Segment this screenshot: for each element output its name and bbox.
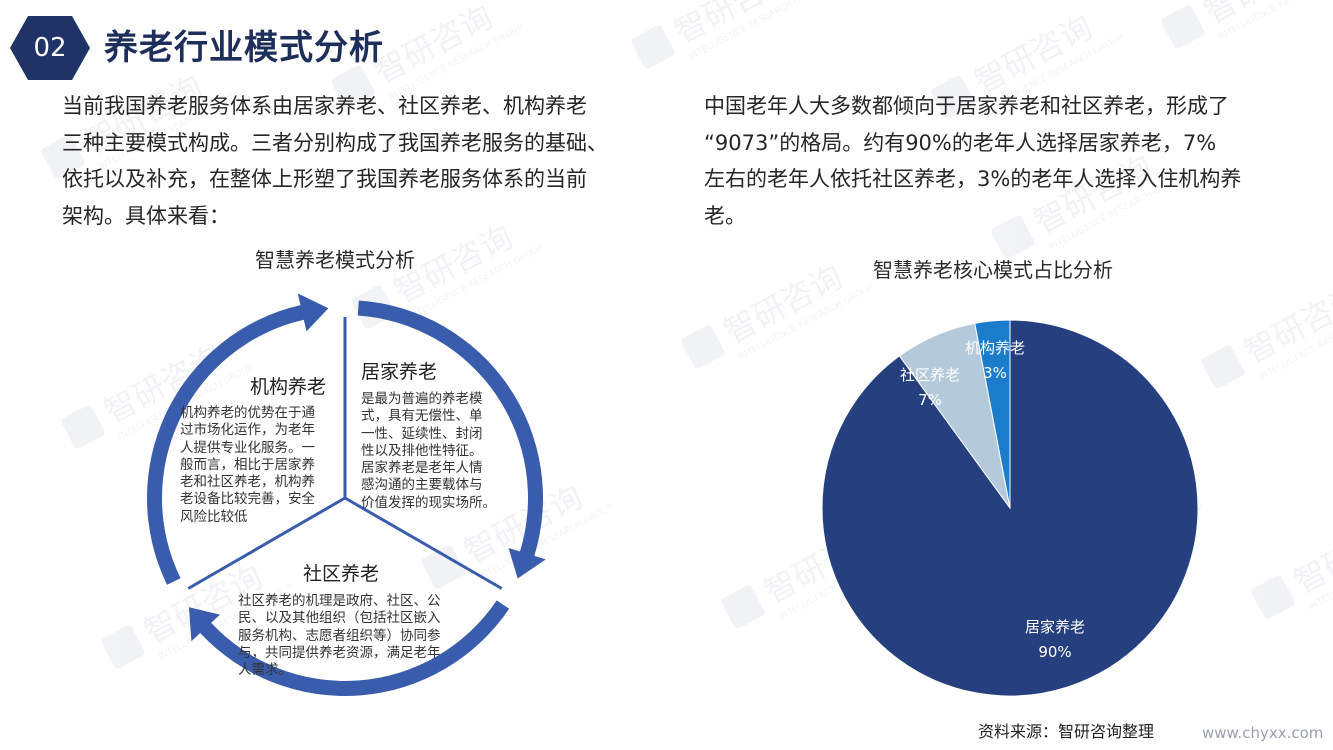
svg-text:INTELLIGENCE RESEARCH GROUP: INTELLIGENCE RESEARCH GROUP [1217, 0, 1333, 43]
page-title: 养老行业模式分析 [104, 28, 384, 68]
intro-right-line: 中国老年人大多数都倾向于居家养老和社区养老，形成了 [704, 94, 1229, 118]
pie-chart [821, 319, 1199, 697]
segment-title-institution: 机构养老 [250, 376, 327, 398]
segment-text-line: 过市场化运作，为老年 [180, 422, 315, 439]
svg-text:INTELLIGENCE RESEARCH GROUP: INTELLIGENCE RESEARCH GROUP [1257, 303, 1333, 383]
intro-left-line: 依托以及补充，在整体上形塑了我国养老服务体系的当前 [62, 167, 587, 191]
svg-text:智研咨询: 智研咨询 [368, 0, 499, 91]
segment-text-line: 性以及排他性特征。 [361, 442, 483, 459]
pie-label-institution-value: 3% [983, 364, 1007, 382]
cycle-arrow-home [357, 300, 546, 579]
pie-label-home: 居家养老 90% [1010, 616, 1100, 661]
pie-slice-institution [974, 319, 1011, 509]
segment-text-line: 人提供专业化服务。一 [180, 439, 315, 456]
segment-text-line: 老设备比较完善，安全 [180, 491, 315, 508]
cycle-separator [187, 496, 346, 590]
svg-text:INTELLIGENCE RESEARCH GROUP: INTELLIGENCE RESEARCH GROUP [1307, 533, 1333, 613]
segment-text-line: 服务机构、志愿者组织等）协同参 [238, 627, 441, 644]
segment-text-line: 老和社区养老，机构养 [180, 474, 315, 491]
section-number-badge: 02 [8, 14, 92, 82]
pie-chart-title: 智慧养老核心模式占比分析 [873, 258, 1113, 282]
cycle-arrow-institution [147, 293, 329, 585]
svg-text:智研咨询: 智研咨询 [1238, 277, 1333, 371]
pie-label-community-value: 7% [918, 391, 942, 409]
cycle-diagram-title: 智慧养老模式分析 [255, 248, 415, 272]
intro-right-line: “9073”的格局。约有90%的老年人选择居家养老，7% [704, 130, 1217, 155]
svg-text:智研咨询: 智研咨询 [1288, 507, 1333, 601]
segment-text-line: 感沟通的主要载体与 [361, 477, 483, 494]
pie-label-institution-name: 机构养老 [964, 339, 1025, 357]
segment-text-institution: 机构养老的优势在于通 过市场化运作，为老年 人提供专业化服务。一 般而言，相比于… [180, 405, 315, 526]
segment-text-line: 是最为普遍的养老模 [361, 391, 483, 407]
segment-text-line: 人需求。 [238, 662, 292, 679]
pie-label-community-name: 社区养老 [899, 366, 960, 384]
segment-text-line: 般而言，相比于居家养 [180, 456, 315, 473]
segment-title-community: 社区养老 [303, 563, 380, 585]
cycle-separator [344, 496, 503, 590]
segment-text-line: 风险比较低 [180, 508, 248, 525]
intro-left: 当前我国养老服务体系由居家养老、社区养老、机构养老 三种主要模式构成。三者分别构… [62, 88, 652, 234]
segment-text-line: 居家养老是老年人情 [361, 460, 483, 477]
cycle-diagram [147, 293, 546, 696]
intro-right-line: 老。 [704, 203, 746, 228]
segment-title-home: 居家养老 [361, 361, 438, 383]
intro-right: 中国老年人大多数都倾向于居家养老和社区养老，形成了 “9073”的格局。约有90… [704, 88, 1284, 234]
segment-text-line: 一性、延续性、封闭 [361, 425, 483, 442]
segment-text-line: 式，具有无偿性、单 [361, 408, 483, 425]
section-number: 02 [33, 33, 67, 63]
segment-text-line: 与，共同提供养老资源，满足老年 [238, 644, 441, 661]
segment-text-home: 是最为普遍的养老模 式，具有无偿性、单 一性、延续性、封闭 性以及排他性特征。 … [361, 391, 496, 512]
pie-label-home-name: 居家养老 [1024, 618, 1085, 636]
segment-text-line: 机构养老的优势在于通 [180, 405, 315, 421]
svg-text:智研咨询: 智研咨询 [1198, 0, 1329, 31]
intro-left-line: 当前我国养老服务体系由居家养老、社区养老、机构养老 [62, 94, 587, 118]
intro-right-line: 左右的老年人依托社区养老，3%的老年人选择入住机构养 [704, 167, 1242, 191]
segment-text-community: 社区养老的机理是政府、社区、公 民、以及其他组织（包括社区嵌入 服务机构、志愿者… [238, 593, 441, 679]
svg-text:INTELLIGENCE RESEARCH GROUP: INTELLIGENCE RESEARCH GROUP [687, 0, 826, 63]
segment-text-line: 民、以及其他组织（包括社区嵌入 [238, 610, 441, 627]
intro-left-line: 架构。具体来看： [62, 203, 230, 228]
website-link[interactable]: www.chyxx.com [1202, 724, 1324, 742]
segment-text-line: 价值发挥的现实场所。 [361, 494, 496, 511]
segment-text-line: 社区养老的机理是政府、社区、公 [238, 593, 441, 609]
pie-label-home-value: 90% [1038, 643, 1072, 661]
pie-label-community: 社区养老 7% [890, 364, 970, 409]
svg-text:智研咨询: 智研咨询 [668, 0, 799, 51]
source-note: 资料来源：智研咨询整理 [978, 722, 1155, 741]
cycle-arrow-community [188, 600, 510, 696]
intro-left-line: 三种主要模式构成。三者分别构成了我国养老服务的基础、 [62, 130, 608, 155]
